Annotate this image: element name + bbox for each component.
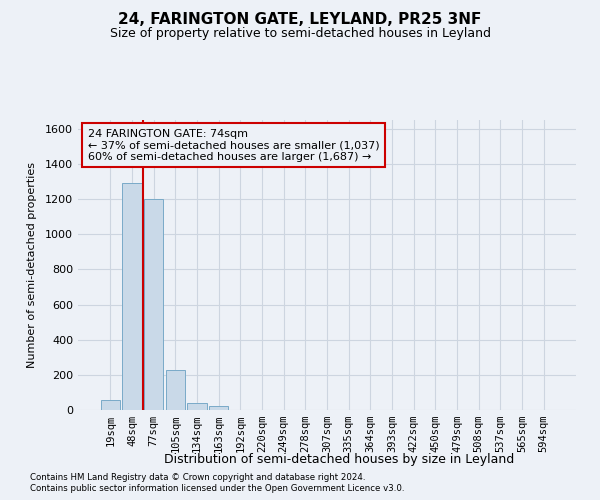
Bar (122, 184, 142, 410)
Bar (209, 406, 229, 410)
Text: Size of property relative to semi-detached houses in Leyland: Size of property relative to semi-detach… (110, 28, 491, 40)
Y-axis label: Number of semi-detached properties: Number of semi-detached properties (26, 162, 37, 368)
Bar (166, 370, 185, 410)
Text: Contains HM Land Registry data © Crown copyright and database right 2024.: Contains HM Land Registry data © Crown c… (30, 472, 365, 482)
Text: 24, FARINGTON GATE, LEYLAND, PR25 3NF: 24, FARINGTON GATE, LEYLAND, PR25 3NF (118, 12, 482, 28)
Text: Distribution of semi-detached houses by size in Leyland: Distribution of semi-detached houses by … (164, 452, 514, 466)
Bar (101, 400, 120, 410)
Bar (187, 403, 207, 410)
Text: 24 FARINGTON GATE: 74sqm
← 37% of semi-detached houses are smaller (1,037)
60% o: 24 FARINGTON GATE: 74sqm ← 37% of semi-d… (88, 128, 380, 162)
Text: Contains public sector information licensed under the Open Government Licence v3: Contains public sector information licen… (30, 484, 404, 493)
Bar (144, 199, 163, 410)
